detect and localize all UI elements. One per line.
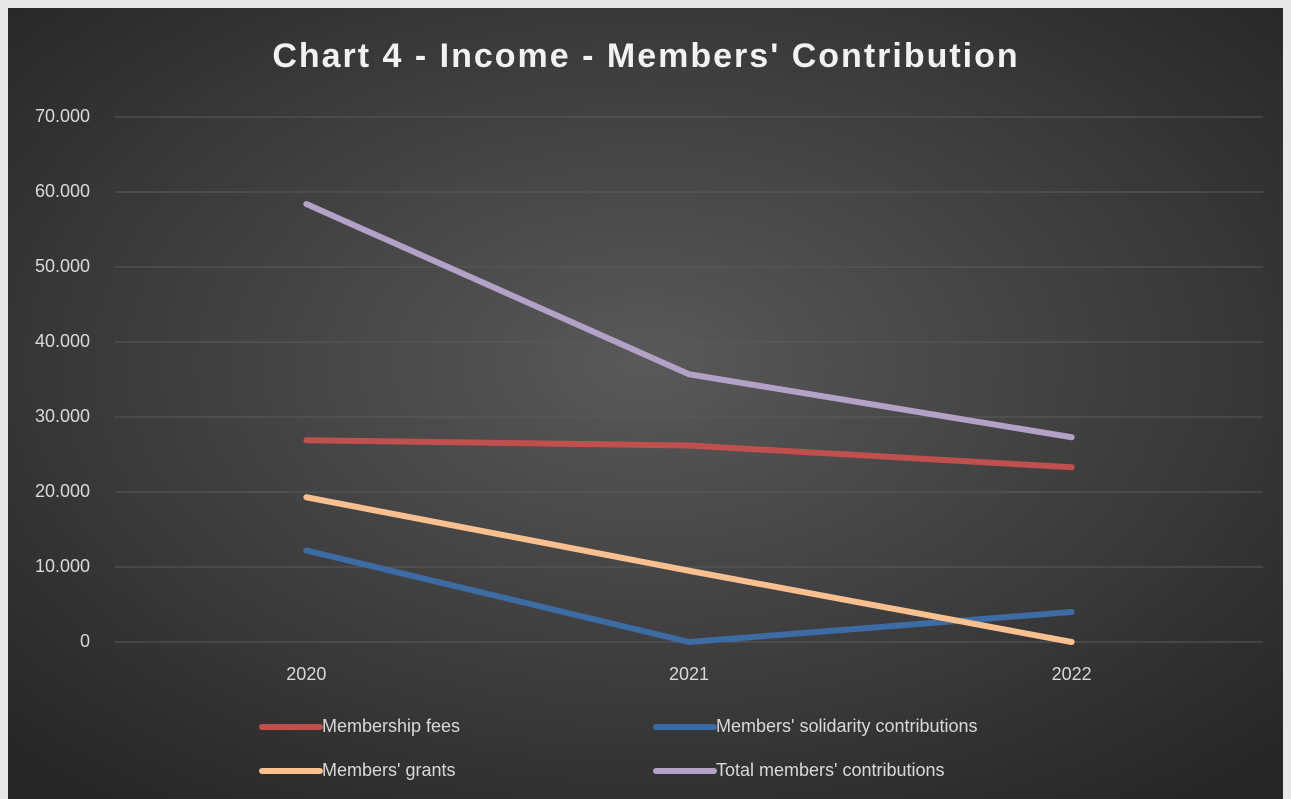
chart-background: [8, 8, 1283, 799]
legend-label: Membership fees: [322, 716, 460, 736]
legend-label: Total members' contributions: [716, 760, 945, 780]
series-line: [303, 201, 1075, 441]
series-line: [303, 547, 1075, 645]
legend-label: Members' grants: [322, 760, 455, 780]
y-tick-label: 40.000: [35, 331, 90, 351]
y-tick-label: 10.000: [35, 556, 90, 576]
x-tick-label: 2021: [669, 664, 709, 684]
y-tick-label: 60.000: [35, 181, 90, 201]
y-tick-label: 50.000: [35, 256, 90, 276]
y-tick-label: 0: [80, 631, 90, 651]
series-line: [303, 494, 1075, 645]
legend-label: Members' solidarity contributions: [716, 716, 978, 736]
y-tick-label: 70.000: [35, 106, 90, 126]
chart-title: Chart 4 - Income - Members' Contribution: [272, 37, 1019, 75]
x-tick-label: 2020: [286, 664, 326, 684]
y-tick-label: 20.000: [35, 481, 90, 501]
x-tick-label: 2022: [1052, 664, 1092, 684]
series-line: [303, 437, 1075, 471]
y-tick-label: 30.000: [35, 406, 90, 426]
